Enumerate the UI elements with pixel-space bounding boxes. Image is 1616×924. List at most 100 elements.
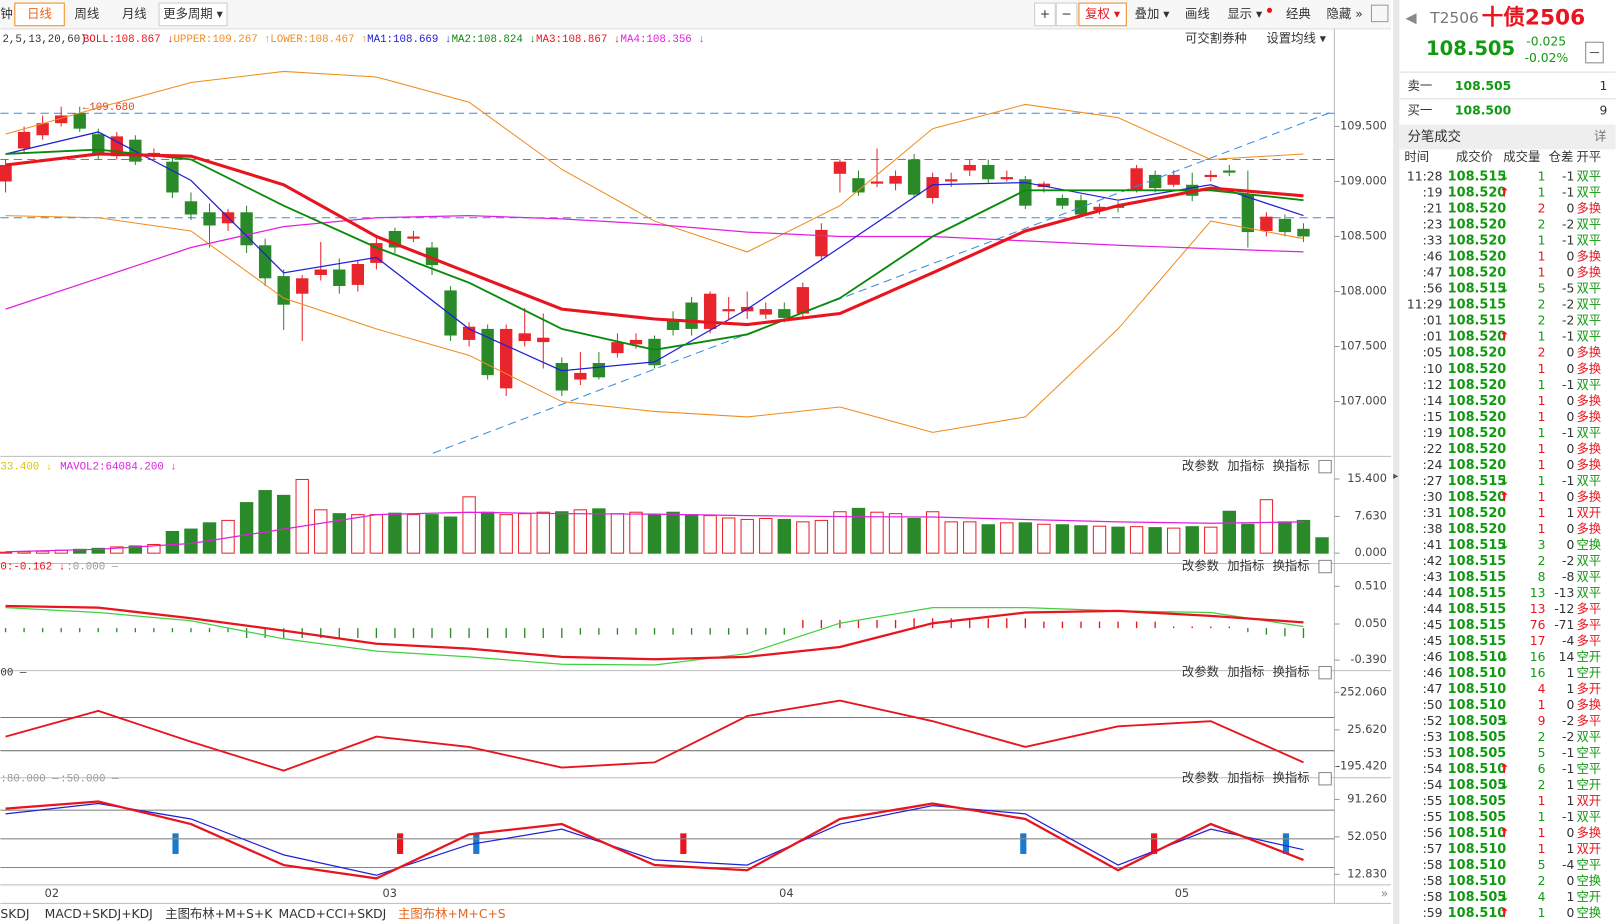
trade-type: 双开 bbox=[1576, 842, 1601, 856]
panel-button[interactable]: 换指标 bbox=[1273, 558, 1310, 573]
trade-volume: 2 bbox=[1538, 874, 1546, 888]
trade-time: :22 bbox=[1423, 442, 1443, 456]
trade-position-change: 14 bbox=[1559, 650, 1575, 664]
price-annotation: ←109.680 bbox=[83, 102, 135, 114]
trade-position-change: -1 bbox=[1562, 330, 1574, 344]
tab[interactable]: 主图布林+M+C+S bbox=[398, 907, 506, 921]
signal-marker bbox=[680, 833, 687, 854]
volume-bar bbox=[833, 511, 847, 554]
trade-position-change: 1 bbox=[1567, 506, 1575, 520]
toolbar-item[interactable]: 显示 ▾ bbox=[1227, 7, 1263, 21]
trade-volume: 2 bbox=[1538, 202, 1546, 216]
toolbar-item[interactable]: 复权 ▾ bbox=[1085, 7, 1121, 21]
trade-type: 空换 bbox=[1576, 874, 1601, 888]
trade-price: 108.515 bbox=[1448, 618, 1507, 633]
panel-button[interactable]: 换指标 bbox=[1273, 770, 1310, 785]
trade-position-change: -1 bbox=[1562, 234, 1574, 248]
panel-close[interactable] bbox=[1318, 459, 1332, 474]
signal-marker bbox=[396, 833, 404, 854]
candle-body bbox=[1167, 174, 1180, 185]
volume-bar bbox=[740, 518, 754, 554]
panel-button[interactable]: 加指标 bbox=[1227, 664, 1264, 679]
candle-body bbox=[1278, 218, 1292, 233]
toolbar-item[interactable]: 日线 bbox=[27, 7, 52, 21]
trade-type: 双平 bbox=[1576, 730, 1601, 744]
candle-body bbox=[926, 177, 939, 198]
trade-position-change: 1 bbox=[1567, 778, 1575, 792]
toolbar-item[interactable]: 月线 bbox=[122, 7, 147, 21]
indicator-line bbox=[5, 699, 1304, 772]
chart-link[interactable]: 可交割券种 bbox=[1185, 31, 1247, 46]
toolbar-item[interactable]: − bbox=[1061, 7, 1071, 21]
panel-button[interactable]: 加指标 bbox=[1227, 458, 1264, 473]
tab[interactable]: SKDJ bbox=[0, 907, 29, 921]
toolbar-item[interactable]: 经典 bbox=[1286, 7, 1311, 21]
trade-type: 多换 bbox=[1576, 522, 1601, 536]
panel-button[interactable]: 改参数 bbox=[1182, 558, 1219, 573]
tab[interactable]: 主图布林+M+S+K bbox=[165, 907, 273, 921]
trade-position-change: -2 bbox=[1562, 714, 1574, 728]
volume-bar bbox=[314, 509, 328, 554]
candle-body bbox=[333, 269, 346, 287]
y-tick-label: 109.500 bbox=[1340, 118, 1387, 132]
trade-volume: 6 bbox=[1538, 762, 1546, 776]
legend-entry: 00 — bbox=[0, 668, 26, 680]
panel-button[interactable]: 改参数 bbox=[1182, 770, 1219, 785]
panel-button[interactable]: 换指标 bbox=[1273, 664, 1310, 679]
volume-bar bbox=[1000, 522, 1014, 554]
zoom-in-box[interactable] bbox=[1034, 2, 1056, 27]
trade-position-change: 0 bbox=[1567, 346, 1575, 360]
prev-arrow[interactable]: ◀ bbox=[1405, 11, 1417, 27]
tab[interactable]: MACD+CCI+SKDJ bbox=[279, 907, 387, 921]
splitter[interactable] bbox=[1393, 0, 1400, 924]
fullscreen-icon[interactable] bbox=[1370, 4, 1389, 23]
trade-type: 空开 bbox=[1576, 666, 1601, 680]
panel-close[interactable] bbox=[1318, 665, 1332, 680]
panel-button[interactable]: 加指标 bbox=[1227, 558, 1264, 573]
volume-bar bbox=[610, 513, 625, 554]
adjust-box[interactable] bbox=[1078, 2, 1127, 27]
trade-arrow: ↑ bbox=[1499, 186, 1509, 200]
tab[interactable]: MACD+SKDJ+KDJ bbox=[45, 907, 153, 921]
panel-close[interactable] bbox=[1318, 772, 1332, 786]
trade-type: 多换 bbox=[1576, 266, 1601, 280]
panel-button[interactable]: 换指标 bbox=[1273, 458, 1310, 473]
trade-volume: 1 bbox=[1538, 810, 1546, 824]
toolbar-item[interactable]: 钟 bbox=[0, 6, 12, 21]
more-period-box[interactable] bbox=[158, 2, 228, 27]
panel-button[interactable]: 加指标 bbox=[1227, 770, 1264, 785]
volume-bar bbox=[814, 519, 829, 554]
toolbar-item[interactable]: 隐藏 » bbox=[1327, 7, 1363, 21]
toolbar-item[interactable]: + bbox=[1040, 7, 1050, 21]
candle-body bbox=[500, 328, 513, 389]
legend-entry: :50.000 — bbox=[60, 774, 119, 786]
trades-detail[interactable]: 详 bbox=[1594, 129, 1606, 144]
contract-name: 十债2506 bbox=[1482, 6, 1585, 31]
candle-body bbox=[444, 290, 457, 336]
trade-volume: 1 bbox=[1538, 170, 1546, 184]
zoom-out-box[interactable] bbox=[1055, 2, 1078, 27]
toolbar-item[interactable]: 叠加 ▾ bbox=[1135, 7, 1171, 21]
trade-type: 双开 bbox=[1576, 506, 1601, 520]
table-header: 时间 bbox=[1404, 150, 1429, 164]
panel-close[interactable] bbox=[1318, 559, 1332, 574]
trade-time: 11:28 bbox=[1407, 170, 1443, 184]
chart-link[interactable]: 设置均线 ▾ bbox=[1266, 32, 1326, 46]
panel-button[interactable]: 改参数 bbox=[1182, 664, 1219, 679]
scroll-arrow[interactable]: » bbox=[1381, 887, 1389, 901]
splitter-arrow[interactable]: ▸ bbox=[1393, 470, 1399, 482]
trade-type: 多平 bbox=[1576, 714, 1601, 728]
toolbar-item[interactable]: 更多周期 ▾ bbox=[163, 7, 223, 21]
y-tick-label: 108.500 bbox=[1340, 228, 1387, 242]
toolbar-item[interactable]: 画线 bbox=[1185, 7, 1210, 21]
toolbar-item[interactable]: 周线 bbox=[75, 7, 100, 21]
candle-body bbox=[351, 263, 365, 285]
price-change: -0.025 bbox=[1526, 35, 1566, 49]
volume-bar bbox=[369, 514, 384, 554]
trade-price: 108.515 bbox=[1448, 554, 1507, 569]
panel-button[interactable]: 改参数 bbox=[1182, 458, 1219, 473]
legend-entry: MA2:108.824 ↓ bbox=[452, 34, 536, 46]
active-period-box[interactable] bbox=[14, 2, 65, 27]
trade-time: :42 bbox=[1423, 554, 1443, 568]
trade-price: 108.515 bbox=[1448, 538, 1507, 553]
